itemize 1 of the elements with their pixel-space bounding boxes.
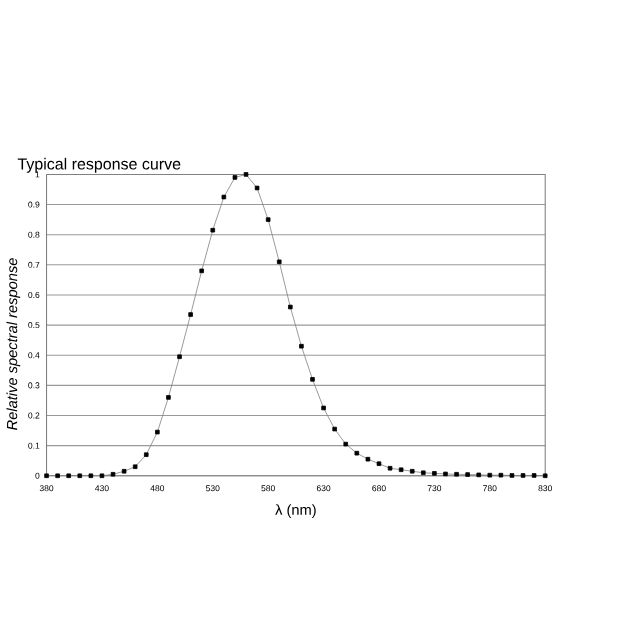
chart-title: Typical response curve — [17, 157, 181, 173]
